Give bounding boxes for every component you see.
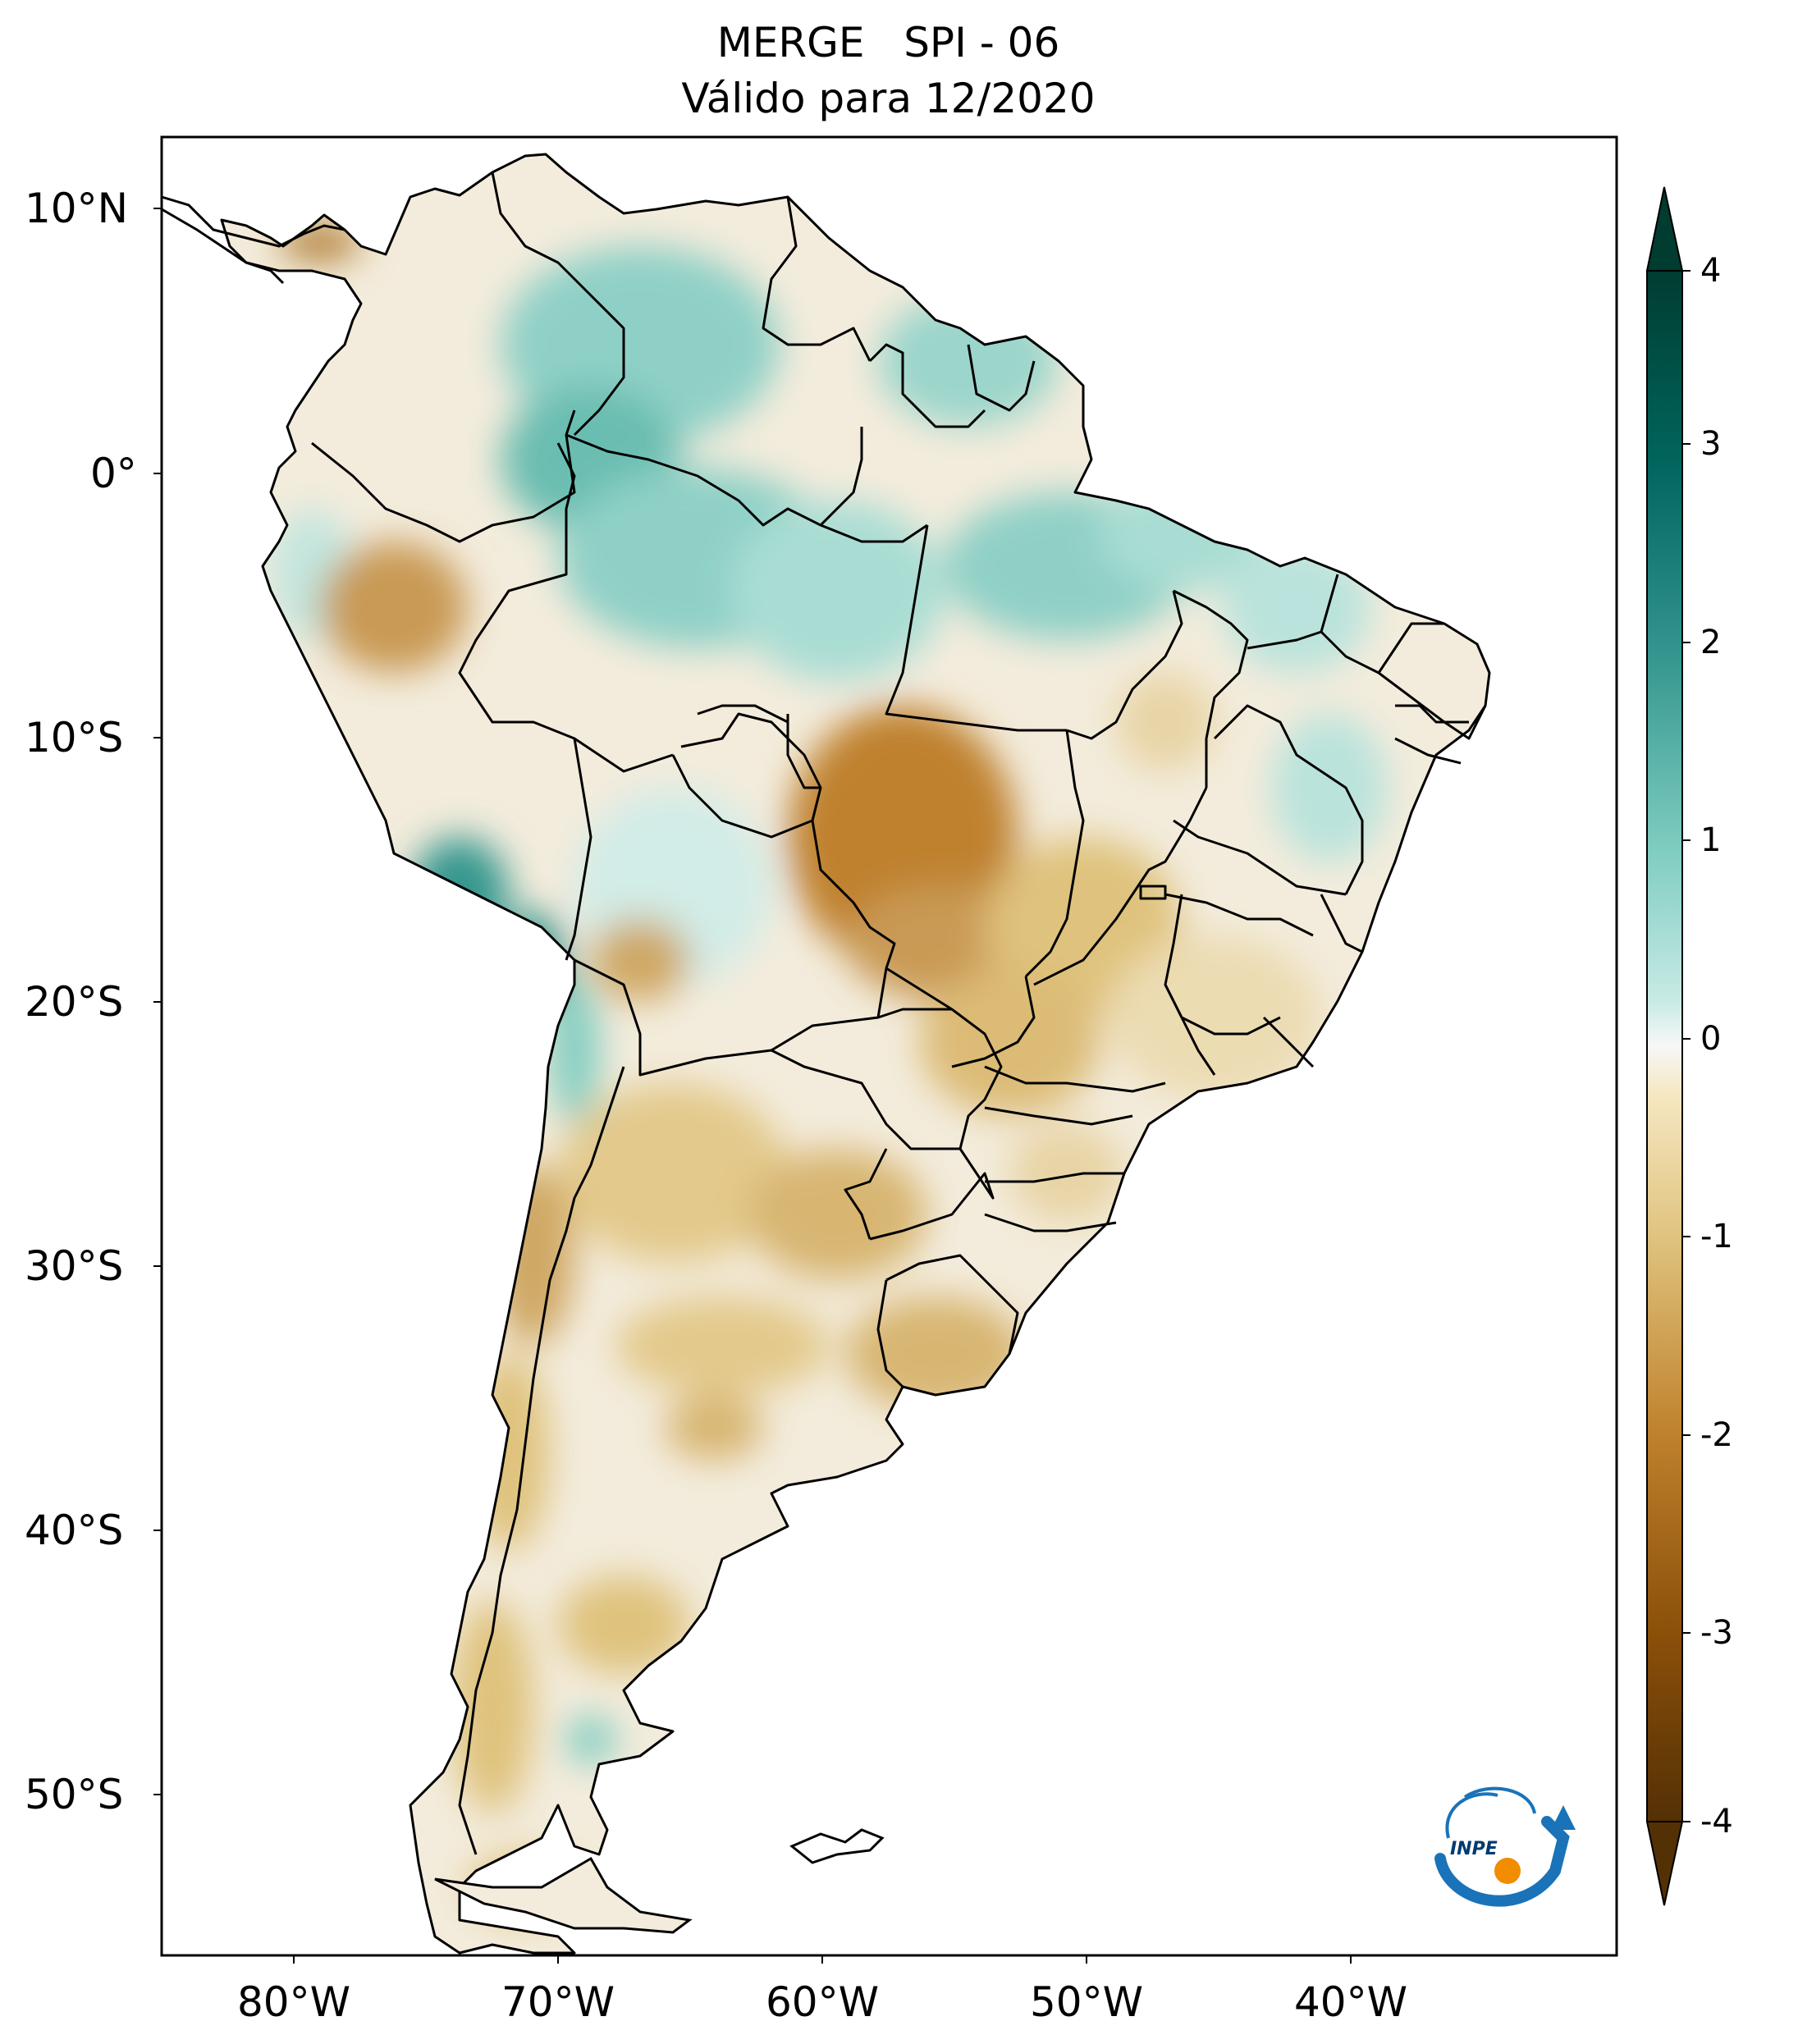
- coastline: [220, 153, 1491, 1955]
- lat-label-0: 0°: [90, 450, 137, 497]
- falkland-islands: [789, 1828, 885, 1864]
- colorbar: [1645, 186, 1690, 1906]
- colorbar-label-neg1: -1: [1700, 1218, 1733, 1255]
- inpe-logo: INPE: [1434, 1786, 1576, 1907]
- colorbar-label-neg2: -2: [1700, 1416, 1733, 1454]
- colorbar-label-0: 0: [1700, 1020, 1722, 1058]
- inpe-logo-text: INPE: [1450, 1839, 1498, 1859]
- lon-label-40w: 40°W: [1293, 1978, 1408, 2026]
- map-subtitle: Válido para 12/2020: [681, 75, 1096, 122]
- tierra-del-fuego: [434, 1856, 693, 1934]
- lat-label-10n: 10°N: [25, 185, 129, 232]
- colorbar-max-extend: [1645, 186, 1684, 272]
- colorbar-label-4: 4: [1700, 252, 1722, 290]
- lon-label-70w: 70°W: [501, 1978, 615, 2026]
- colorbar-label-2: 2: [1700, 624, 1722, 661]
- map-title: MERGE SPI - 06: [716, 19, 1060, 66]
- lon-label-60w: 60°W: [765, 1978, 880, 2026]
- colorbar-label-3: 3: [1700, 425, 1722, 463]
- lat-label-10s: 10°S: [25, 714, 124, 761]
- colorbar-label-neg3: -3: [1700, 1614, 1733, 1652]
- colorbar-min-extend: [1645, 1821, 1684, 1906]
- lat-label-50s: 50°S: [25, 1771, 124, 1818]
- lat-label-40s: 40°S: [25, 1507, 124, 1554]
- lon-label-50w: 50°W: [1029, 1978, 1144, 2026]
- lon-label-80w: 80°W: [236, 1978, 351, 2026]
- central-america-coast: [161, 195, 345, 248]
- colorbar-label-neg4: -4: [1700, 1803, 1733, 1841]
- axis-ticks: [153, 208, 1352, 1964]
- lat-label-20s: 20°S: [25, 978, 124, 1026]
- lat-label-30s: 30°S: [25, 1242, 124, 1290]
- colorbar-label-1: 1: [1700, 821, 1722, 859]
- political-borders: [311, 171, 1487, 1855]
